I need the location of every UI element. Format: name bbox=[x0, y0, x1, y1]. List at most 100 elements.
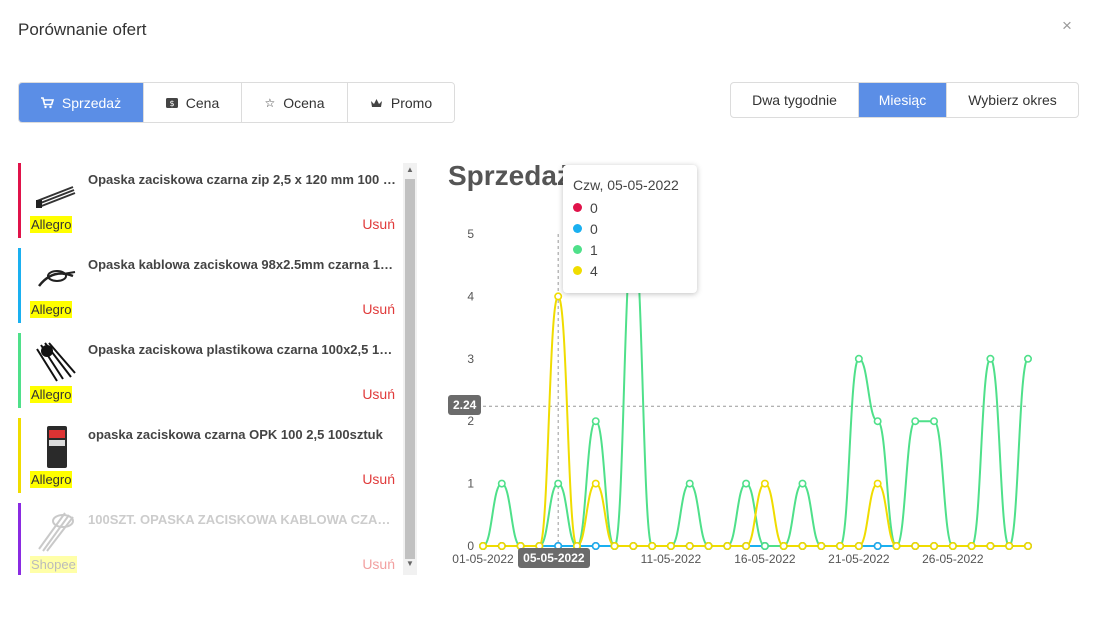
series-dot bbox=[573, 203, 582, 212]
data-point bbox=[798, 479, 807, 488]
data-point bbox=[591, 541, 600, 550]
data-point bbox=[760, 479, 769, 488]
tooltip-value: 0 bbox=[590, 220, 598, 237]
tooltip-value: 1 bbox=[590, 241, 598, 258]
sales-line-chart[interactable]: 0 1 2 3 4 5 01-05-2022 05-05-2022 11-05-2022 16-0… bbox=[440, 215, 1040, 575]
data-point bbox=[629, 541, 638, 550]
remove-offer-button[interactable]: Usuń bbox=[362, 301, 395, 317]
data-point bbox=[892, 541, 901, 550]
tooltip-row: 0 bbox=[573, 218, 687, 239]
product-thumbnail bbox=[38, 270, 76, 287]
data-point bbox=[986, 354, 995, 363]
scrollbar-thumb[interactable] bbox=[405, 179, 415, 559]
data-point bbox=[1005, 541, 1014, 550]
data-point bbox=[1023, 541, 1032, 550]
data-point bbox=[610, 541, 619, 550]
remove-offer-button[interactable]: Usuń bbox=[362, 556, 395, 572]
scroll-down-icon[interactable]: ▼ bbox=[406, 559, 414, 568]
y-tick-label: 2 bbox=[467, 414, 474, 428]
product-thumbnail bbox=[47, 426, 67, 468]
tab-label: Promo bbox=[390, 94, 433, 111]
tooltip-value: 0 bbox=[590, 199, 598, 216]
offer-name[interactable]: opaska zaciskowa czarna OPK 100 2,5 100s… bbox=[88, 427, 383, 442]
data-point bbox=[591, 417, 600, 426]
data-point bbox=[798, 541, 807, 550]
tooltip-value: 4 bbox=[590, 262, 598, 279]
chart-title: Sprzedaż bbox=[448, 160, 571, 191]
tab-sprzedaz[interactable]: Sprzedaż bbox=[19, 83, 144, 122]
series-dot bbox=[573, 245, 582, 254]
data-point bbox=[685, 541, 694, 550]
offer-list: Opaska zaciskowa czarna zip 2,5 x 120 mm… bbox=[18, 163, 403, 575]
data-point bbox=[554, 479, 563, 488]
data-point bbox=[648, 541, 657, 550]
offer-source: Allegro bbox=[30, 216, 73, 233]
data-point bbox=[873, 479, 882, 488]
offer-name[interactable]: Opaska kablowa zaciskowa 98x2.5mm czarna… bbox=[88, 257, 398, 272]
data-point bbox=[817, 541, 826, 550]
data-point bbox=[497, 479, 506, 488]
data-point bbox=[836, 541, 845, 550]
y-tick-label: 1 bbox=[467, 477, 474, 491]
data-point bbox=[685, 479, 694, 488]
offer-item: opaska zaciskowa czarna OPK 100 2,5 100s… bbox=[18, 418, 403, 493]
offer-name[interactable]: Opaska zaciskowa czarna zip 2,5 x 120 mm… bbox=[88, 172, 398, 187]
data-point bbox=[723, 541, 732, 550]
metric-tabs: Sprzedaż $ Cena ☆ Ocena Promo bbox=[18, 82, 455, 123]
data-point bbox=[742, 541, 751, 550]
data-point bbox=[948, 541, 957, 550]
y-tick-label: 3 bbox=[467, 352, 474, 366]
tooltip-row: 0 bbox=[573, 197, 687, 218]
dollar-icon: $ bbox=[165, 97, 178, 108]
y-tick-label: 4 bbox=[467, 289, 474, 303]
data-point bbox=[986, 541, 995, 550]
series-line bbox=[482, 232, 1029, 548]
offer-list-scrollbar[interactable]: ▲ ▼ bbox=[403, 163, 417, 575]
remove-offer-button[interactable]: Usuń bbox=[362, 216, 395, 232]
product-thumbnail bbox=[38, 512, 74, 552]
data-point bbox=[497, 541, 506, 550]
close-icon[interactable]: × bbox=[1062, 16, 1072, 35]
dialog-title: Porównanie ofert bbox=[18, 20, 147, 39]
offer-name[interactable]: 100SZT. OPASKA ZACISKOWA KABLOWA CZARNA bbox=[88, 512, 398, 527]
y-tick-label: 0 bbox=[467, 539, 474, 553]
offer-source: Allegro bbox=[30, 471, 73, 488]
star-icon: ☆ bbox=[264, 95, 276, 110]
data-point bbox=[1023, 354, 1032, 363]
data-point bbox=[591, 479, 600, 488]
data-point bbox=[742, 479, 751, 488]
x-tick-label: 26-05-2022 bbox=[922, 552, 984, 566]
series-dot bbox=[573, 224, 582, 233]
svg-text:$: $ bbox=[169, 99, 174, 108]
tab-ocena[interactable]: ☆ Ocena bbox=[242, 83, 348, 122]
data-point bbox=[760, 541, 769, 550]
data-point bbox=[930, 417, 939, 426]
period-custom[interactable]: Wybierz okres bbox=[968, 92, 1057, 108]
data-point bbox=[704, 541, 713, 550]
tab-label: Ocena bbox=[283, 94, 325, 111]
crown-icon bbox=[370, 98, 383, 108]
period-month[interactable]: Miesiąc bbox=[859, 83, 947, 117]
scroll-up-icon[interactable]: ▲ bbox=[406, 165, 414, 174]
offer-source: Allegro bbox=[30, 301, 73, 318]
data-point bbox=[779, 541, 788, 550]
tab-promo[interactable]: Promo bbox=[348, 83, 454, 122]
product-thumbnail bbox=[36, 342, 76, 382]
tooltip-row: 1 bbox=[573, 239, 687, 260]
data-point bbox=[911, 417, 920, 426]
offer-item: 100SZT. OPASKA ZACISKOWA KABLOWA CZARNA … bbox=[18, 503, 403, 575]
chart-tooltip: Czw, 05-05-2022 0 0 1 4 bbox=[563, 165, 697, 293]
period-two-weeks[interactable]: Dwa tygodnie bbox=[731, 83, 859, 117]
remove-offer-button[interactable]: Usuń bbox=[362, 386, 395, 402]
data-point bbox=[666, 541, 675, 550]
remove-offer-button[interactable]: Usuń bbox=[362, 471, 395, 487]
data-point bbox=[478, 541, 487, 550]
y-tick-label: 5 bbox=[467, 227, 474, 241]
tab-cena[interactable]: $ Cena bbox=[144, 83, 242, 122]
data-point bbox=[854, 354, 863, 363]
data-point bbox=[873, 541, 882, 550]
offer-name[interactable]: Opaska zaciskowa plastikowa czarna 100x2… bbox=[88, 342, 398, 357]
x-tick-label: 01-05-2022 bbox=[452, 552, 514, 566]
tab-label: Cena bbox=[185, 94, 220, 111]
tab-label: Sprzedaż bbox=[61, 94, 122, 111]
